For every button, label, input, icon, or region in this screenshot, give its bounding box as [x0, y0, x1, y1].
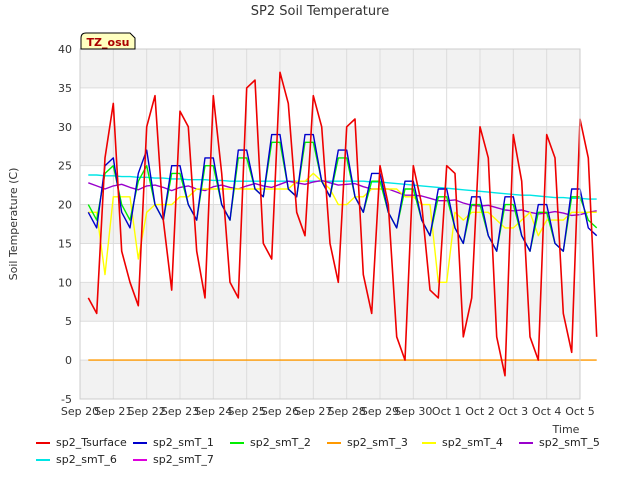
y-tick-label: 5	[65, 315, 72, 328]
legend-swatch	[327, 441, 341, 444]
y-tick-label: 15	[58, 237, 72, 250]
x-tick-label: Sep 29	[361, 405, 399, 418]
y-tick-label: 10	[58, 276, 72, 289]
band	[80, 126, 580, 166]
legend-swatch	[36, 458, 50, 461]
x-tick-label: Oct 2	[465, 405, 495, 418]
x-tick-label: Sep 20	[61, 405, 99, 418]
legend-item: sp2_smT_6	[36, 453, 133, 466]
legend-row: sp2_smT_6 sp2_smT_7	[36, 451, 636, 468]
legend-swatch	[133, 458, 147, 461]
y-tick-label: 35	[58, 82, 72, 95]
band	[80, 49, 580, 88]
legend-label: sp2_smT_2	[250, 436, 311, 449]
series-line-sp2_smT_2	[87, 141, 598, 252]
legend-label: sp2_smT_6	[56, 453, 117, 466]
x-tick-label: Sep 23	[161, 405, 199, 418]
x-tick-label: Sep 24	[194, 405, 232, 418]
legend-swatch	[36, 441, 50, 444]
y-tick-label: 40	[58, 43, 72, 56]
legend-item: sp2_Tsurface	[36, 436, 133, 449]
legend-swatch	[519, 441, 533, 444]
x-tick-label: Oct 5	[565, 405, 595, 418]
legend-item: sp2_smT_3	[327, 436, 422, 449]
chart-title: SP2 Soil Temperature	[251, 4, 389, 19]
x-tick-label: Sep 22	[128, 405, 166, 418]
series-line-sp2_smT_5	[88, 179, 597, 217]
legend-item: sp2_smT_4	[422, 436, 519, 449]
x-tick-label: Sep 28	[328, 405, 366, 418]
legend-item: sp2_smT_5	[519, 436, 616, 449]
band	[80, 360, 580, 399]
legend: sp2_Tsurface sp2_smT_1 sp2_smT_2 sp2_smT_3 s…	[36, 434, 636, 468]
series-line-sp2_Tsurface	[87, 71, 598, 377]
x-tick-label: Sep 25	[228, 405, 266, 418]
x-tick-label: Oct 1	[432, 405, 462, 418]
legend-label: sp2_smT_5	[539, 436, 600, 449]
y-tick-label: 20	[58, 199, 72, 212]
legend-item: sp2_smT_7	[133, 453, 230, 466]
legend-swatch	[230, 441, 244, 444]
x-axis-label: Time	[552, 423, 580, 436]
legend-label: sp2_smT_3	[347, 436, 408, 449]
legend-swatch	[133, 441, 147, 444]
background-bands	[80, 49, 580, 399]
series-layer	[87, 71, 598, 377]
x-tick-label: Sep 26	[261, 405, 299, 418]
x-tick-label: Oct 3	[499, 405, 529, 418]
legend-label: sp2_smT_7	[153, 453, 214, 466]
legend-label: sp2_smT_1	[153, 436, 214, 449]
y-axis-label: Soil Temperature (C)	[7, 168, 20, 281]
legend-label: sp2_Tsurface	[56, 436, 127, 449]
site-label: TZ_osu	[87, 36, 130, 49]
y-tick-label: 0	[65, 354, 72, 367]
band	[80, 282, 580, 322]
x-tick-label: Oct 4	[532, 405, 562, 418]
y-axis-ticks: -5 0 5 10 15 20 25 30 35 40	[58, 43, 72, 406]
x-tick-label: Sep 30	[394, 405, 432, 418]
legend-row: sp2_Tsurface sp2_smT_1 sp2_smT_2 sp2_smT_3 s…	[36, 434, 636, 451]
y-tick-label: 30	[58, 121, 72, 134]
x-tick-label: Sep 21	[94, 405, 132, 418]
legend-item: sp2_smT_2	[230, 436, 327, 449]
legend-item: sp2_smT_1	[133, 436, 230, 449]
plot-frame	[79, 48, 581, 400]
x-tick-label: Sep 27	[294, 405, 332, 418]
y-tick-label: -5	[61, 393, 72, 406]
site-label-badge: TZ_osu	[80, 32, 136, 50]
legend-label: sp2_smT_4	[442, 436, 503, 449]
y-tick-label: 25	[58, 160, 72, 173]
legend-swatch	[422, 441, 436, 444]
